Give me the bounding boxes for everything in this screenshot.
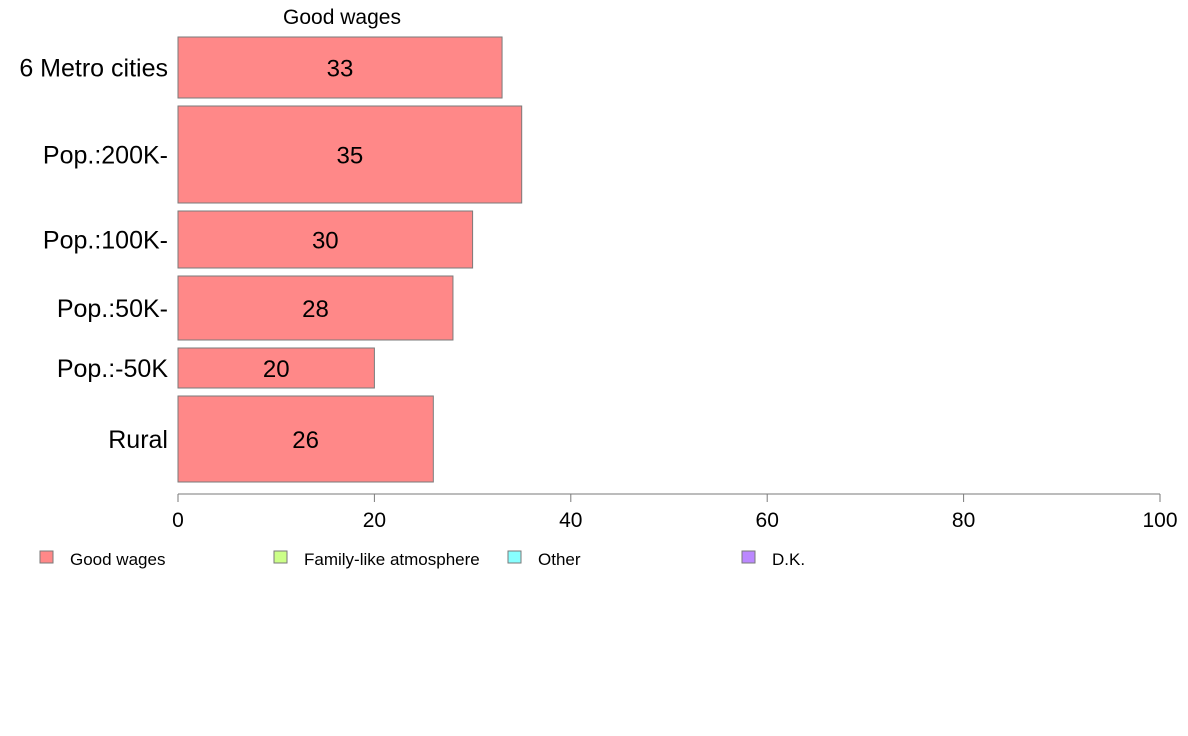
data-label-2: 30 <box>312 228 339 255</box>
x-tick-label-0: 0 <box>172 509 184 532</box>
bar-3 <box>177 275 454 341</box>
legend-label-2: Other <box>538 550 581 569</box>
bar-5 <box>177 395 434 483</box>
data-label-4: 20 <box>263 356 290 383</box>
data-label-1: 35 <box>336 143 363 170</box>
category-label-2: Pop.:100K- <box>43 227 168 255</box>
bar-4 <box>177 347 375 389</box>
bars-group: 33 6 Metro cities 35 Pop.:200K- 30 Pop.:100K-… <box>19 36 523 483</box>
bar-1 <box>177 105 523 204</box>
x-tick-label-1: 20 <box>363 509 386 532</box>
x-tick-label-4: 80 <box>952 509 975 532</box>
legend-label-3: D.K. <box>772 550 805 569</box>
category-label-0: 6 Metro cities <box>19 55 168 83</box>
legend-swatch-2 <box>507 550 522 564</box>
x-tick-label-3: 60 <box>756 509 779 532</box>
category-label-1: Pop.:200K- <box>43 142 168 170</box>
data-label-0: 33 <box>327 56 354 83</box>
x-tick-label-2: 40 <box>559 509 582 532</box>
bar-2 <box>177 210 474 269</box>
category-label-4: Pop.:-50K <box>57 355 169 383</box>
bar-0 <box>177 36 503 99</box>
legend-swatch-1 <box>273 550 288 564</box>
legend-label-1: Family-like atmosphere <box>304 550 480 569</box>
x-tick-label-5: 100 <box>1142 509 1177 532</box>
legend-label-0: Good wages <box>70 550 165 569</box>
legend: Good wages Family-like atmosphere Other D.K… <box>39 550 805 569</box>
category-label-5: Rural <box>108 426 168 454</box>
legend-swatch-0 <box>39 550 54 564</box>
x-axis: 0 20 40 60 80 100 <box>172 493 1178 532</box>
chart-title: Good wages <box>283 6 401 29</box>
category-label-3: Pop.:50K- <box>57 295 168 323</box>
data-label-5: 26 <box>292 427 319 454</box>
data-label-3: 28 <box>302 296 329 323</box>
legend-swatch-3 <box>741 550 756 564</box>
